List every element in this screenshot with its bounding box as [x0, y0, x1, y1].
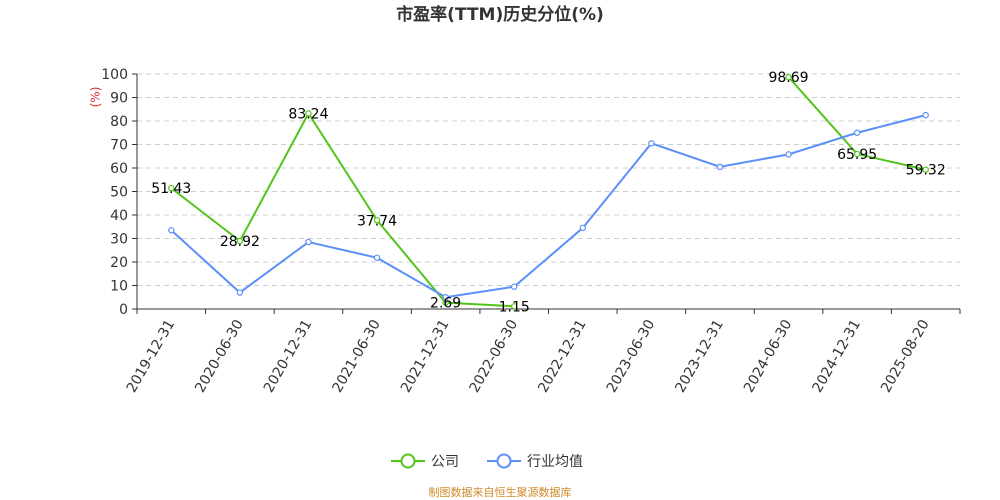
data-label: 37.74 — [357, 213, 397, 229]
legend-label: 行业均值 — [527, 454, 583, 470]
data-point — [236, 289, 244, 296]
data-point — [168, 184, 175, 192]
y-tick-label: 10 — [110, 279, 128, 295]
data-label: 28.92 — [220, 234, 260, 250]
legend-marker — [400, 453, 416, 469]
x-tick-label: 2025-08-20 — [878, 317, 933, 395]
series-line — [170, 111, 515, 308]
legend-marker — [496, 453, 512, 469]
data-point — [853, 129, 861, 136]
y-tick-label: 20 — [110, 255, 128, 271]
data-label: 1.15 — [499, 299, 530, 315]
x-tick-label: 2021-12-31 — [398, 317, 453, 395]
legend-item: 行业均值 — [487, 453, 583, 470]
y-tick-label: 50 — [110, 185, 128, 201]
x-tick-label: 2021-06-30 — [329, 317, 384, 395]
y-tick-label: 70 — [110, 138, 128, 154]
data-point — [373, 217, 381, 224]
x-tick-label: 2019-12-31 — [124, 317, 179, 395]
x-tick-label: 2020-06-30 — [192, 317, 247, 395]
legend-label: 公司 — [431, 454, 459, 470]
x-tick-label: 2022-06-30 — [467, 317, 522, 395]
series-2 — [168, 111, 929, 301]
data-point — [579, 224, 586, 232]
y-tick-label: 90 — [110, 91, 128, 107]
chart-title: 市盈率(TTM)历史分位(%) — [396, 4, 604, 25]
data-label: 65.95 — [837, 147, 877, 163]
data-point — [442, 294, 449, 301]
x-tick-label: 2023-12-31 — [672, 317, 727, 395]
x-tick-label: 2023-06-30 — [604, 317, 659, 395]
y-tick-label: 30 — [110, 232, 128, 248]
source-note: 制图数据来自恒生聚源数据库 — [429, 485, 572, 499]
data-point — [305, 238, 312, 246]
data-point — [236, 237, 244, 245]
x-tick-label: 2022-12-31 — [535, 317, 590, 395]
series-layer — [168, 73, 929, 310]
series-line — [170, 114, 926, 299]
data-point — [785, 73, 792, 81]
y-tick-label: 100 — [101, 67, 128, 83]
data-point — [305, 110, 312, 117]
y-unit-label: (%) — [89, 87, 103, 108]
data-label: 83.24 — [288, 106, 328, 122]
y-tick-label: 80 — [110, 114, 128, 130]
data-point — [511, 283, 518, 290]
data-point — [716, 163, 724, 171]
data-point — [168, 227, 175, 234]
data-labels: 51.43 28.92 83.24 37.74 2.69 1.15 98.69 65.95 59… — [151, 70, 946, 315]
data-label: 51.43 — [151, 181, 191, 197]
legend-item: 公司 — [391, 453, 459, 470]
data-point — [648, 140, 655, 147]
x-tick-label: 2024-12-31 — [810, 317, 865, 395]
data-point — [922, 111, 929, 119]
axes: 0 10 20 30 40 50 60 70 80 90 100 2019-12-31 2020-06-… — [101, 67, 961, 395]
series-1 — [168, 73, 929, 310]
y-tick-label: 60 — [110, 161, 128, 177]
data-point — [922, 166, 929, 173]
data-label: 2.69 — [430, 296, 461, 312]
y-tick-label: 40 — [110, 208, 128, 224]
y-tick-label: 0 — [119, 302, 128, 318]
data-label: 59.32 — [906, 163, 946, 179]
x-tick-label: 2024-06-30 — [741, 317, 796, 395]
data-label: 98.69 — [768, 70, 808, 86]
data-point — [373, 254, 381, 261]
grid-lines — [137, 73, 960, 286]
x-tick-label: 2020-12-31 — [261, 317, 316, 395]
data-point — [785, 151, 792, 158]
legend: 公司 行业均值 — [391, 453, 583, 470]
data-point — [853, 150, 861, 158]
data-point — [511, 303, 518, 310]
